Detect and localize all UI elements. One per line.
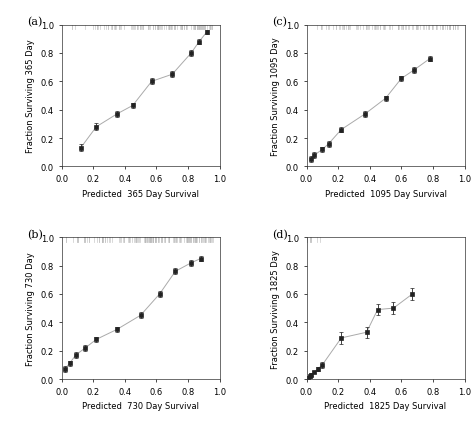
Y-axis label: Fraction Surviving 365 Day: Fraction Surviving 365 Day: [26, 40, 35, 153]
Text: (a): (a): [27, 17, 42, 27]
Text: (b): (b): [27, 229, 43, 239]
Y-axis label: Fraction Surviving 730 Day: Fraction Surviving 730 Day: [26, 252, 35, 365]
Text: (d): (d): [272, 229, 288, 239]
X-axis label: Predicted  1825 Day Survival: Predicted 1825 Day Survival: [325, 401, 447, 410]
X-axis label: Predicted  365 Day Survival: Predicted 365 Day Survival: [82, 189, 199, 198]
Y-axis label: Fraction Surviving 1825 Day: Fraction Surviving 1825 Day: [271, 249, 280, 368]
Text: (c): (c): [272, 17, 287, 27]
X-axis label: Predicted  1095 Day Survival: Predicted 1095 Day Survival: [325, 189, 447, 198]
X-axis label: Predicted  730 Day Survival: Predicted 730 Day Survival: [82, 401, 199, 410]
Y-axis label: Fraction Surviving 1095 Day: Fraction Surviving 1095 Day: [271, 37, 280, 155]
